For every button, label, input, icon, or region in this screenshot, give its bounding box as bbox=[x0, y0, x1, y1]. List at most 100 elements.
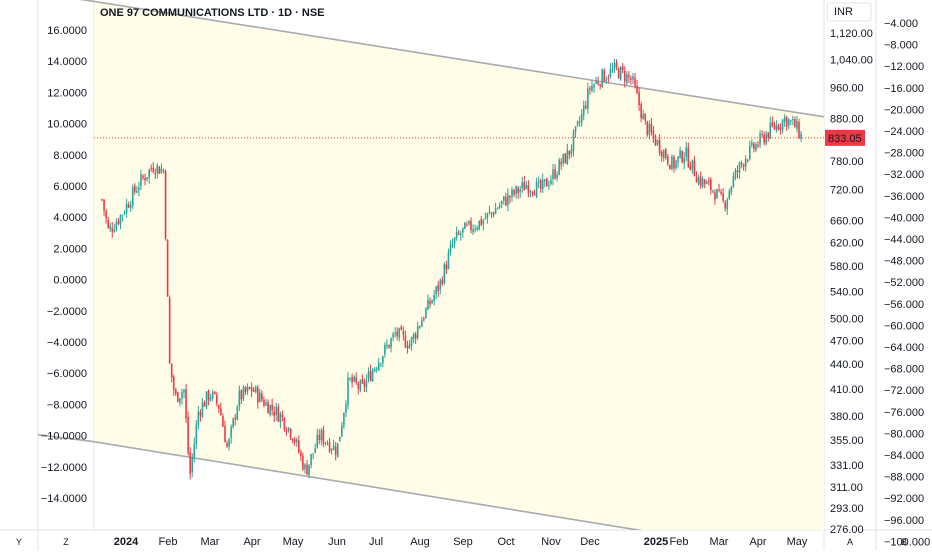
candle[interactable] bbox=[109, 222, 111, 232]
candle[interactable] bbox=[351, 373, 353, 388]
candle[interactable] bbox=[261, 390, 263, 403]
candle[interactable] bbox=[273, 406, 275, 423]
candle[interactable] bbox=[691, 159, 694, 175]
candle[interactable] bbox=[701, 176, 704, 189]
candle[interactable] bbox=[402, 326, 405, 341]
candle[interactable] bbox=[298, 435, 300, 454]
candle[interactable] bbox=[574, 126, 577, 139]
candle[interactable] bbox=[560, 158, 562, 170]
candle[interactable] bbox=[464, 221, 466, 230]
candle[interactable] bbox=[779, 123, 782, 135]
candle[interactable] bbox=[457, 229, 460, 236]
candle[interactable] bbox=[718, 183, 720, 193]
candle[interactable] bbox=[316, 428, 319, 449]
candle[interactable] bbox=[195, 420, 198, 450]
candle[interactable] bbox=[576, 120, 579, 127]
candle[interactable] bbox=[462, 227, 464, 238]
candle[interactable] bbox=[380, 362, 382, 368]
candle[interactable] bbox=[181, 388, 183, 405]
candle[interactable] bbox=[626, 71, 628, 86]
candle[interactable] bbox=[683, 151, 685, 170]
candle[interactable] bbox=[742, 163, 745, 171]
candle[interactable] bbox=[140, 169, 142, 191]
candle[interactable] bbox=[441, 276, 444, 286]
candle[interactable] bbox=[556, 171, 558, 182]
candle[interactable] bbox=[244, 386, 247, 395]
candle[interactable] bbox=[513, 188, 515, 197]
candle[interactable] bbox=[166, 238, 169, 297]
candle[interactable] bbox=[550, 175, 552, 186]
candle[interactable] bbox=[148, 168, 150, 184]
candle[interactable] bbox=[361, 374, 364, 384]
candle[interactable] bbox=[314, 443, 316, 454]
candle[interactable] bbox=[478, 220, 480, 231]
candle[interactable] bbox=[119, 214, 122, 230]
candle[interactable] bbox=[798, 118, 800, 139]
candle[interactable] bbox=[455, 226, 458, 241]
candle[interactable] bbox=[250, 382, 253, 398]
candle[interactable] bbox=[423, 316, 425, 322]
candle[interactable] bbox=[400, 324, 403, 331]
candle[interactable] bbox=[285, 427, 288, 436]
candle[interactable] bbox=[632, 73, 634, 85]
candle[interactable] bbox=[449, 240, 452, 256]
candle[interactable] bbox=[232, 417, 234, 429]
candle[interactable] bbox=[336, 443, 339, 458]
candle[interactable] bbox=[601, 68, 603, 89]
candle[interactable] bbox=[578, 116, 581, 127]
candle[interactable] bbox=[587, 82, 589, 114]
candle[interactable] bbox=[408, 340, 411, 349]
candle[interactable] bbox=[349, 377, 351, 382]
candle[interactable] bbox=[291, 438, 294, 444]
candle[interactable] bbox=[222, 413, 224, 427]
candle[interactable] bbox=[703, 178, 706, 189]
candle[interactable] bbox=[187, 411, 189, 456]
candle[interactable] bbox=[554, 164, 556, 180]
candle[interactable] bbox=[634, 72, 636, 89]
candle[interactable] bbox=[484, 212, 487, 220]
candle[interactable] bbox=[326, 440, 329, 446]
candle[interactable] bbox=[189, 447, 191, 480]
candle[interactable] bbox=[306, 459, 308, 475]
candle[interactable] bbox=[562, 153, 565, 167]
candle[interactable] bbox=[681, 150, 683, 164]
candle[interactable] bbox=[652, 125, 655, 143]
candle[interactable] bbox=[211, 389, 214, 402]
candle[interactable] bbox=[761, 130, 763, 138]
candle[interactable] bbox=[322, 425, 325, 448]
candle[interactable] bbox=[384, 342, 386, 358]
candle[interactable] bbox=[302, 452, 304, 471]
candle[interactable] bbox=[330, 447, 333, 455]
candle[interactable] bbox=[125, 198, 128, 218]
candle[interactable] bbox=[209, 393, 212, 402]
candle[interactable] bbox=[783, 114, 786, 127]
candle[interactable] bbox=[345, 399, 347, 418]
channel-lower-line[interactable] bbox=[94, 440, 824, 550]
candle[interactable] bbox=[248, 386, 251, 390]
candle[interactable] bbox=[490, 211, 493, 219]
candle[interactable] bbox=[390, 337, 392, 353]
candle[interactable] bbox=[300, 449, 302, 462]
last-price-badge[interactable] bbox=[825, 129, 865, 146]
candle[interactable] bbox=[687, 142, 690, 168]
candle[interactable] bbox=[433, 289, 435, 306]
candle[interactable] bbox=[749, 140, 751, 161]
candle[interactable] bbox=[603, 68, 606, 83]
candle[interactable] bbox=[435, 285, 437, 300]
candle[interactable] bbox=[720, 189, 722, 196]
candle[interactable] bbox=[398, 327, 401, 342]
candle[interactable] bbox=[558, 157, 560, 176]
candle[interactable] bbox=[777, 123, 780, 131]
candle[interactable] bbox=[759, 130, 761, 149]
candle[interactable] bbox=[552, 163, 554, 186]
candle[interactable] bbox=[431, 299, 433, 305]
candle[interactable] bbox=[591, 80, 593, 93]
candle[interactable] bbox=[800, 130, 802, 143]
candle[interactable] bbox=[644, 113, 647, 125]
candle[interactable] bbox=[662, 148, 665, 162]
candle[interactable] bbox=[414, 331, 417, 344]
candle[interactable] bbox=[486, 212, 489, 224]
candle[interactable] bbox=[769, 116, 772, 140]
candle[interactable] bbox=[197, 406, 200, 430]
candle[interactable] bbox=[689, 161, 692, 171]
